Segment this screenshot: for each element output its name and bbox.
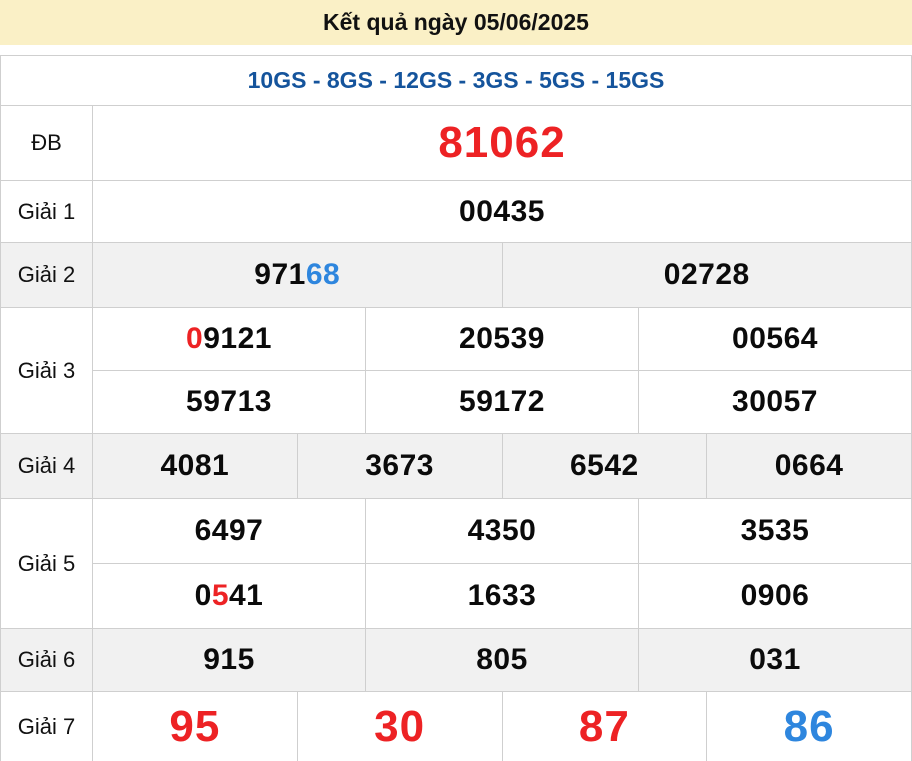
prize-2-number-1-black-part: 971 — [254, 258, 306, 291]
prize-7-label: Giải 7 — [1, 692, 93, 761]
prize-7-number-3: 87 — [501, 692, 707, 761]
prize-4-label: Giải 4 — [1, 434, 93, 498]
prize-4-number-4: 0664 — [706, 434, 911, 498]
prize-5-number-4-black-part-2: 41 — [229, 579, 264, 612]
lottery-results-table: 10GS - 8GS - 12GS - 3GS - 5GS - 15GS ĐB … — [0, 55, 912, 761]
prize-6-number-2: 805 — [365, 629, 638, 691]
prize-5-number-4: 0 5 41 — [93, 564, 365, 628]
prize-5-line-2: 0 5 41 1633 0906 — [93, 563, 911, 628]
prize-2-number-2: 02728 — [501, 243, 912, 307]
prize-3-number-1-black-part: 9121 — [203, 322, 272, 355]
prize-3-number-5: 59172 — [365, 371, 638, 433]
prize-2-label: Giải 2 — [1, 243, 93, 307]
row-prize-2: Giải 2 971 68 02728 — [1, 242, 911, 307]
results-header-banner: Kết quả ngày 05/06/2025 — [0, 0, 912, 45]
prize-5-number-6: 0906 — [638, 564, 911, 628]
prize-7-number-1: 95 — [169, 701, 221, 751]
prize-3-number-2: 20539 — [365, 308, 638, 370]
prize-4-number-2: 3673 — [296, 434, 502, 498]
station-list-row: 10GS - 8GS - 12GS - 3GS - 5GS - 15GS — [1, 56, 911, 105]
row-prize-3: Giải 3 0 9121 20539 00564 59713 59172 300… — [1, 307, 911, 433]
prize-2-number-1: 971 68 — [93, 243, 502, 307]
prize-7-number-2: 30 — [296, 692, 502, 761]
prize-6-number-3: 031 — [638, 629, 911, 691]
prize-3-number-1-red-part: 0 — [186, 322, 204, 355]
special-prize-number: 81062 — [438, 118, 566, 167]
prize-6-number-1: 915 — [203, 643, 255, 676]
prize-3-number-3: 00564 — [638, 308, 911, 370]
prize-5-number-1: 6497 — [194, 514, 264, 547]
prize-6-label: Giải 6 — [1, 629, 93, 691]
row-prize-6: Giải 6 915 805 031 — [1, 628, 911, 691]
prize-1-label: Giải 1 — [1, 181, 93, 242]
row-prize-1: Giải 1 00435 — [1, 180, 911, 242]
row-special-prize: ĐB 81062 — [1, 105, 911, 180]
prize-1-number: 00435 — [459, 194, 545, 228]
prize-3-line-2: 59713 59172 30057 — [93, 370, 911, 433]
station-list-text: 10GS - 8GS - 12GS - 3GS - 5GS - 15GS — [247, 67, 665, 93]
prize-5-number-4-red-part: 5 — [211, 579, 229, 612]
prize-3-number-1: 0 9121 — [93, 308, 365, 370]
prize-3-number-4: 59713 — [186, 385, 272, 418]
special-prize-label: ĐB — [1, 106, 93, 180]
results-date-title: Kết quả ngày 05/06/2025 — [323, 9, 589, 35]
prize-5-number-4-black-part-1: 0 — [194, 579, 212, 612]
row-prize-4: Giải 4 4081 3673 6542 0664 — [1, 433, 911, 498]
prize-4-number-1: 4081 — [160, 449, 230, 482]
prize-4-number-3: 6542 — [501, 434, 707, 498]
prize-3-number-6: 30057 — [638, 371, 911, 433]
prize-3-label: Giải 3 — [1, 308, 93, 433]
prize-2-number-1-blue-part: 68 — [305, 258, 341, 291]
prize-5-label: Giải 5 — [1, 499, 93, 628]
row-prize-7: Giải 7 95 30 87 86 — [1, 691, 911, 761]
prize-5-number-2: 4350 — [365, 499, 638, 563]
prize-5-line-1: 6497 4350 3535 — [93, 499, 911, 563]
prize-5-number-5: 1633 — [365, 564, 638, 628]
prize-5-number-3: 3535 — [638, 499, 911, 563]
row-prize-5: Giải 5 6497 4350 3535 0 5 41 1633 0906 — [1, 498, 911, 628]
prize-7-number-4: 86 — [706, 692, 911, 761]
prize-3-line-1: 0 9121 20539 00564 — [93, 308, 911, 370]
